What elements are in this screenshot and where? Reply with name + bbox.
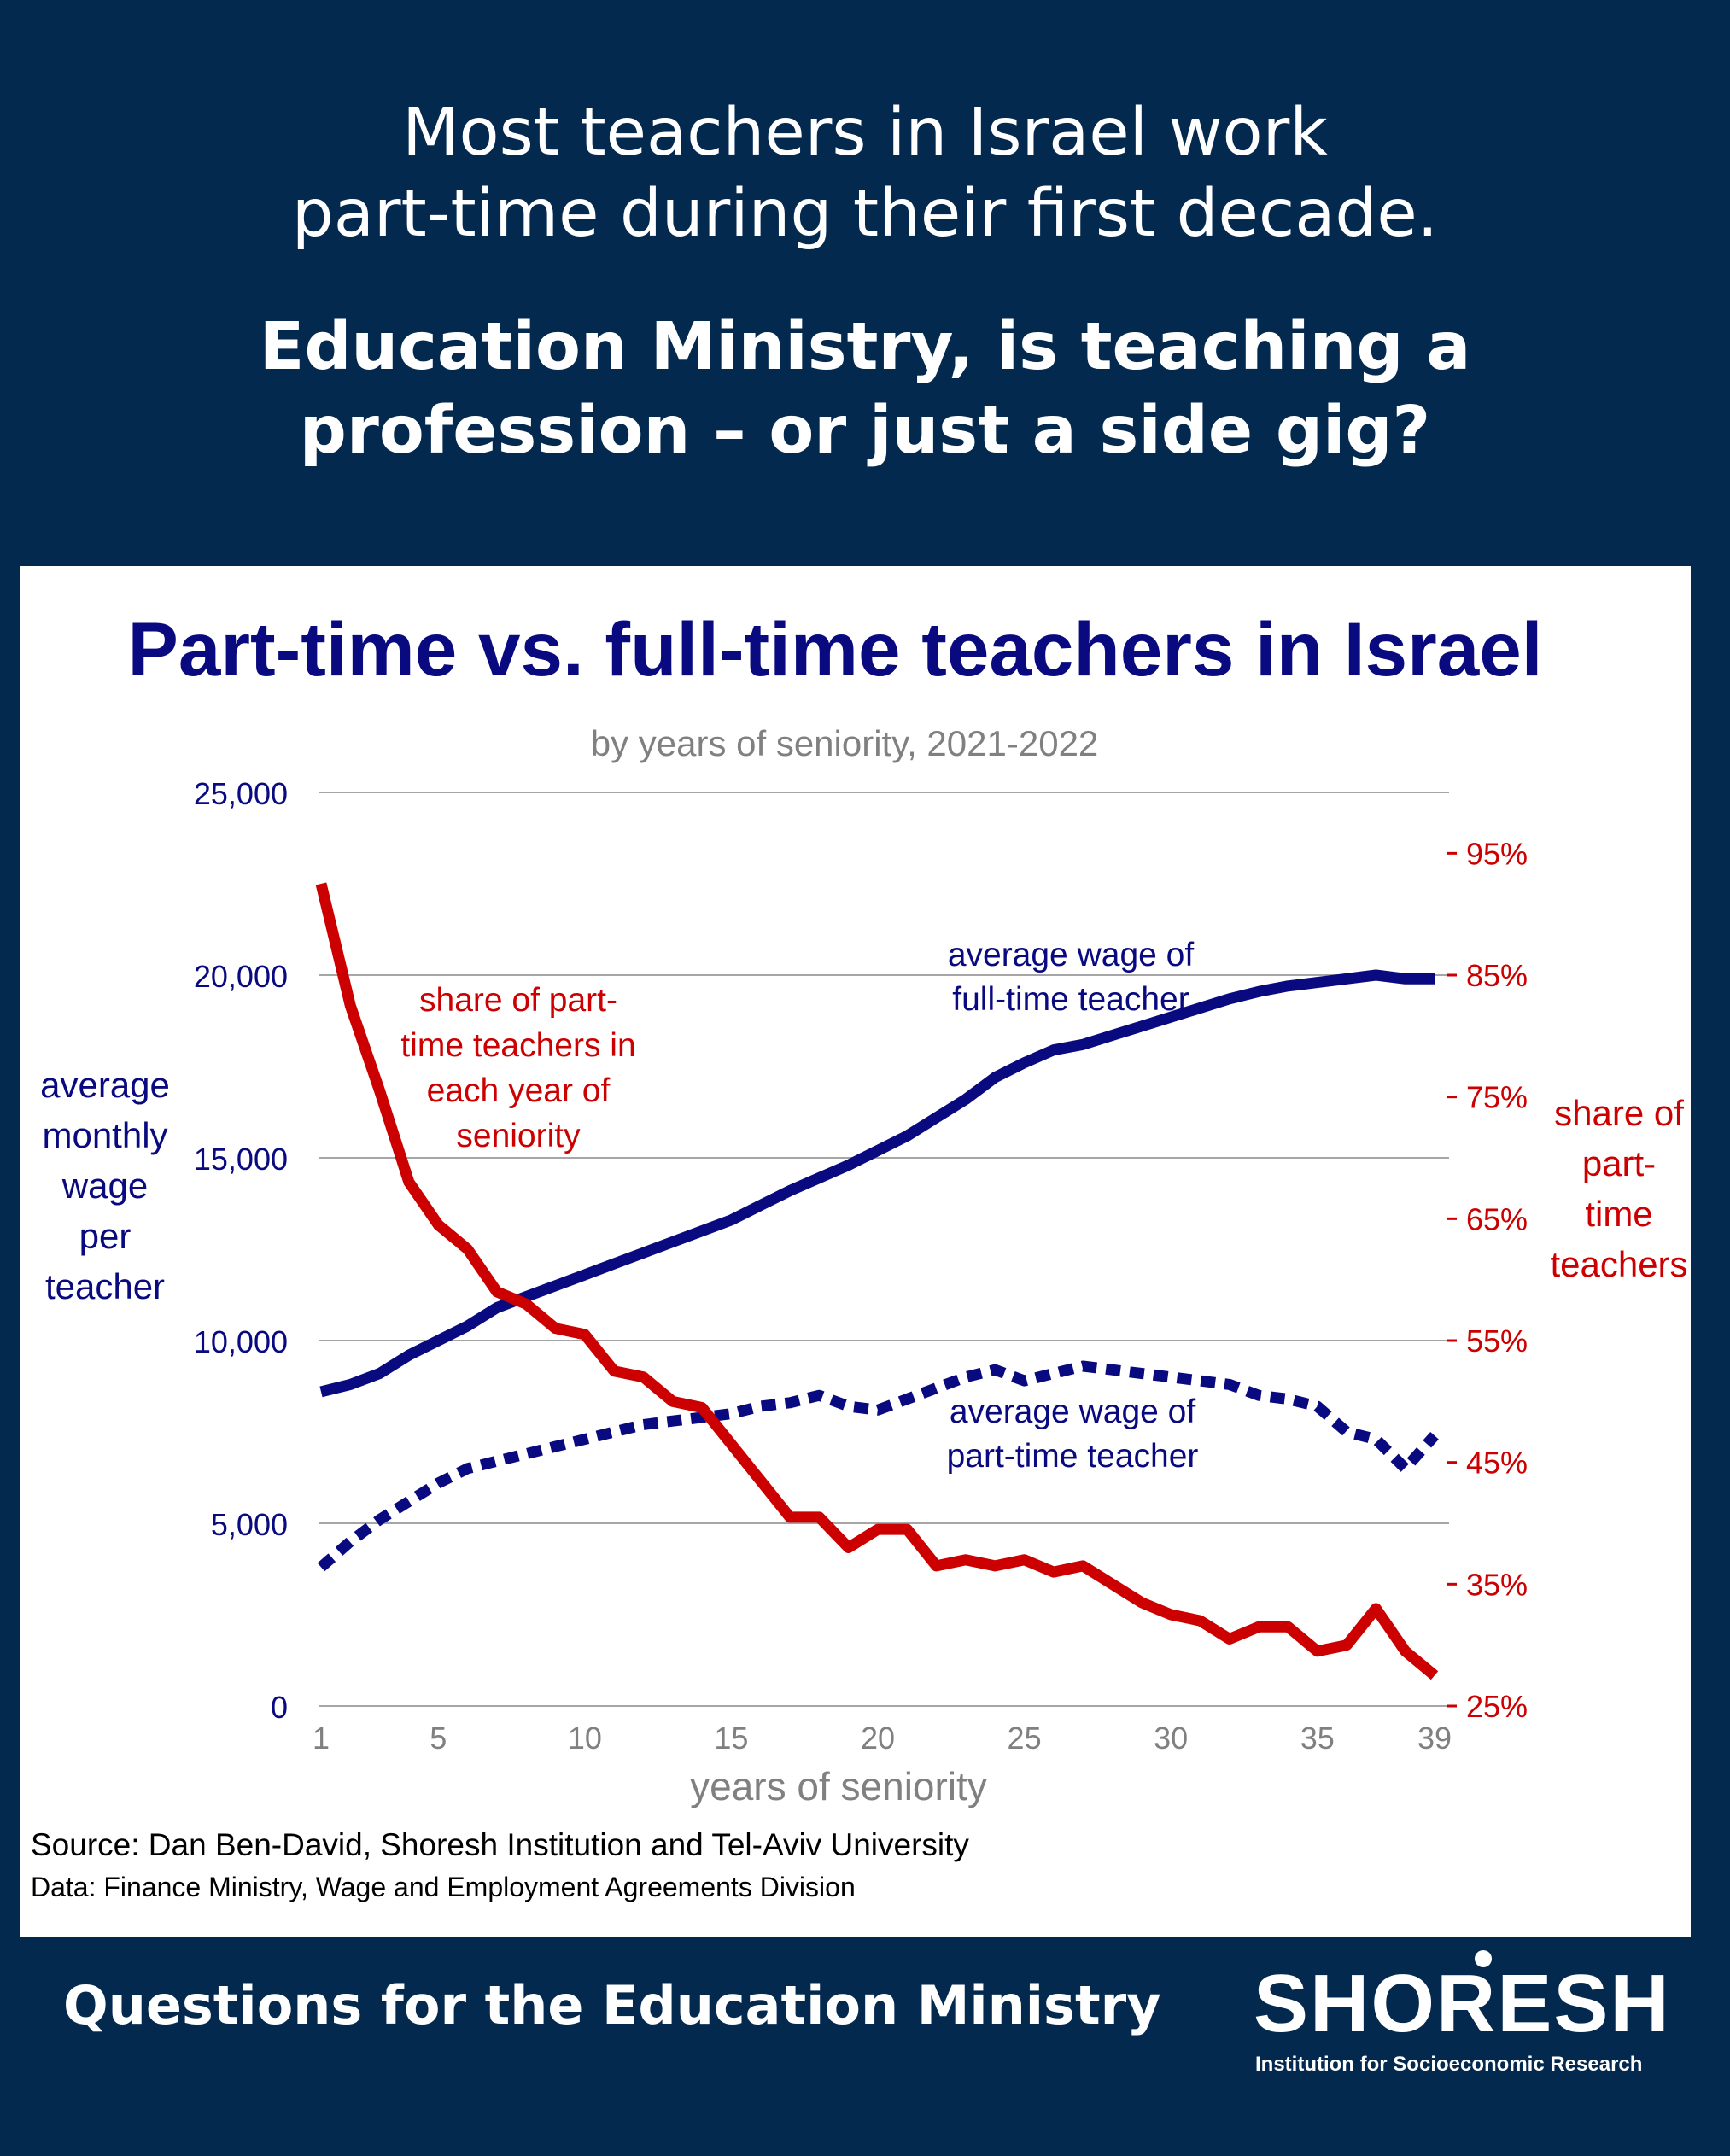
annotation-line: time teachers in — [400, 1027, 635, 1064]
right-tick-label: 95% — [1466, 836, 1528, 871]
headline-line-1: Most teachers in Israel work — [402, 95, 1328, 171]
x-tick-label: 5 — [430, 1721, 447, 1756]
x-tick-label: 15 — [714, 1721, 748, 1756]
annotation-line: part-time teacher — [947, 1438, 1199, 1475]
right-axis-title-line: share of — [1554, 1093, 1684, 1133]
left-axis-title-line: monthly — [42, 1115, 167, 1155]
x-tick-label: 35 — [1300, 1721, 1335, 1756]
shoresh-logo: SHORESH Institution for Socioeconomic Re… — [1254, 1950, 1669, 2094]
question-line-1: Education Ministry, is teaching a — [259, 309, 1471, 385]
x-axis-label: years of seniority — [690, 1764, 987, 1808]
source-text: Source: Dan Ben-David, Shoresh Instituti… — [31, 1827, 969, 1862]
series-annotation-1: average wage of full-time teacher — [948, 937, 1195, 1018]
logo-subtitle: Institution for Socioeconomic Research — [1255, 2053, 1643, 2076]
logo-dot — [1475, 1950, 1492, 1967]
left-axis-title-line: wage — [61, 1166, 148, 1206]
right-tick-label: 75% — [1466, 1080, 1528, 1115]
gridlines — [319, 792, 1449, 1707]
chart-title: Part-time vs. full-time teachers in Isra… — [127, 606, 1542, 692]
left-tick-label: 5,000 — [211, 1507, 288, 1542]
chart: Part-time vs. full-time teachers in Isra… — [31, 606, 1688, 1902]
x-tick-label: 39 — [1417, 1721, 1452, 1756]
right-axis-label: share of part-time teachers — [1550, 1093, 1687, 1284]
x-tick-label: 1 — [313, 1721, 330, 1756]
chart-subtitle: by years of seniority, 2021-2022 — [591, 723, 1099, 763]
x-tick-label: 30 — [1154, 1721, 1188, 1756]
left-tick-label: 25,000 — [194, 776, 288, 811]
x-axis-ticks: 1 5 10 15 20 25 30 35 39 — [313, 1721, 1452, 1756]
x-tick-label: 10 — [568, 1721, 602, 1756]
right-axis-title-line: teachers — [1550, 1244, 1687, 1284]
right-axis-title-line: part- — [1582, 1143, 1656, 1183]
left-axis-title: average monthly wage per teacher — [40, 1065, 170, 1306]
right-axis-title-line: time — [1585, 1194, 1652, 1234]
headline-question: Education Ministry, is teaching a profes… — [0, 306, 1730, 473]
right-tick-label: 55% — [1466, 1323, 1528, 1358]
series-layer — [315, 882, 1439, 1680]
series-line-1 — [319, 969, 1435, 1398]
annotation-line: each year of — [427, 1072, 611, 1109]
series-line-2 — [317, 1360, 1439, 1572]
data-note: Data: Finance Ministry, Wage and Employm… — [31, 1872, 856, 1902]
chart-panel: Part-time vs. full-time teachers in Isra… — [20, 566, 1691, 1937]
left-tick-label: 20,000 — [194, 959, 288, 994]
series-line-3 — [315, 882, 1439, 1680]
annotation-line: seniority — [456, 1118, 581, 1154]
series-annotation-3: share of part-time teachers in each year … — [400, 982, 635, 1154]
right-tick-label: 65% — [1466, 1201, 1528, 1236]
headline: Most teachers in Israel work part-time d… — [0, 92, 1730, 254]
left-axis-ticks: 0 5,000 10,000 15,000 20,000 25,000 — [194, 776, 288, 1725]
x-tick-label: 25 — [1008, 1721, 1042, 1756]
left-axis-title-line: average — [40, 1065, 170, 1105]
footer-questions: Questions for the Education Ministry — [63, 1974, 1161, 2036]
left-axis-title-line: teacher — [45, 1266, 165, 1306]
headline-line-2: part-time during their first decade. — [291, 176, 1439, 252]
left-tick-label: 0 — [271, 1690, 288, 1725]
series-annotation-2: average wage of part-time teacher — [947, 1394, 1199, 1475]
left-tick-label: 10,000 — [194, 1324, 288, 1359]
annotation-line: average wage of — [948, 937, 1195, 973]
question-line-2: profession – or just a side gig? — [299, 393, 1431, 469]
right-tick-label: 35% — [1466, 1567, 1528, 1602]
left-axis-label: average monthly wage per teacher — [40, 1065, 170, 1306]
right-tick-label: 45% — [1466, 1446, 1528, 1481]
annotation-line: average wage of — [950, 1394, 1196, 1430]
x-tick-label: 20 — [861, 1721, 895, 1756]
right-tick-label: 25% — [1466, 1689, 1528, 1724]
left-tick-label: 15,000 — [194, 1142, 288, 1177]
annotations: average wage of full-time teacheraverage … — [400, 937, 1198, 1475]
right-tick-label: 85% — [1466, 958, 1528, 993]
annotation-line: full-time teacher — [952, 981, 1189, 1018]
left-axis-title-line: per — [79, 1216, 132, 1256]
annotation-line: share of part- — [419, 982, 617, 1019]
right-axis-ticks: 25% 35% 45% 55% 65% 75% 85% 95% — [1447, 836, 1528, 1724]
logo-word: SHORESH — [1254, 1958, 1671, 2049]
right-axis-title: share of part-time teachers — [1550, 1093, 1687, 1284]
